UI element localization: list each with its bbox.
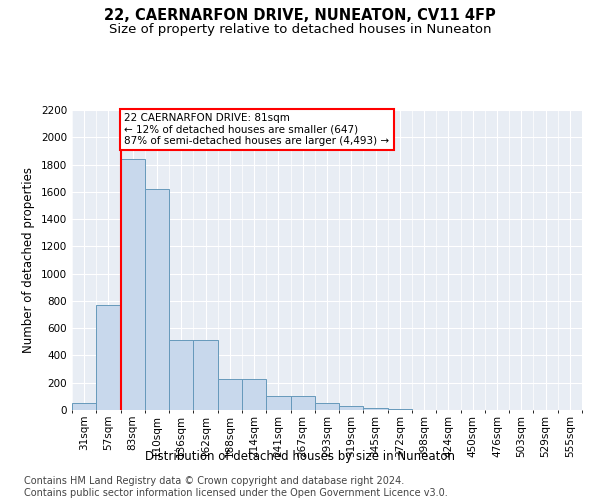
Bar [364, 408, 388, 410]
Bar [315, 403, 339, 410]
Bar [193, 340, 218, 410]
Text: 22 CAERNARFON DRIVE: 81sqm
← 12% of detached houses are smaller (647)
87% of sem: 22 CAERNARFON DRIVE: 81sqm ← 12% of deta… [124, 112, 389, 146]
Bar [96, 305, 121, 410]
Y-axis label: Number of detached properties: Number of detached properties [22, 167, 35, 353]
Text: Contains HM Land Registry data © Crown copyright and database right 2024.
Contai: Contains HM Land Registry data © Crown c… [24, 476, 448, 498]
Bar [242, 378, 266, 410]
Bar [290, 396, 315, 410]
Text: Distribution of detached houses by size in Nuneaton: Distribution of detached houses by size … [145, 450, 455, 463]
Bar [218, 378, 242, 410]
Bar [339, 406, 364, 410]
Bar [169, 340, 193, 410]
Bar [72, 403, 96, 410]
Text: Size of property relative to detached houses in Nuneaton: Size of property relative to detached ho… [109, 22, 491, 36]
Bar [388, 409, 412, 410]
Text: 22, CAERNARFON DRIVE, NUNEATON, CV11 4FP: 22, CAERNARFON DRIVE, NUNEATON, CV11 4FP [104, 8, 496, 22]
Bar [121, 159, 145, 410]
Bar [266, 396, 290, 410]
Bar [145, 189, 169, 410]
